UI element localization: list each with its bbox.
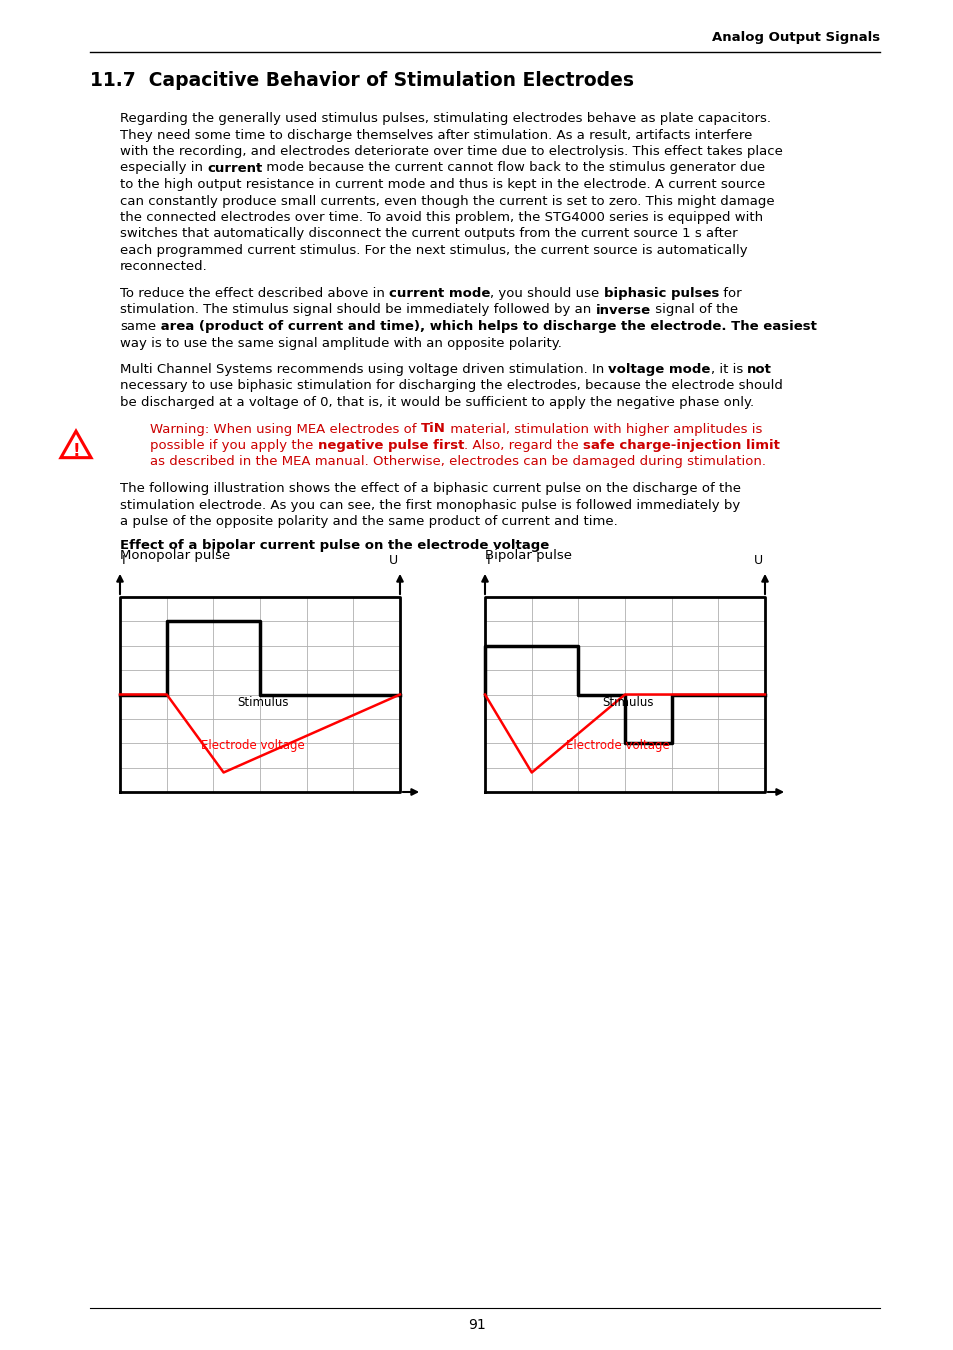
Text: stimulation. The stimulus signal should be immediately followed by an: stimulation. The stimulus signal should … [120,304,595,316]
Text: Bipolar pulse: Bipolar pulse [484,549,572,562]
Text: Monopolar pulse: Monopolar pulse [120,549,230,562]
Text: way is to use the same signal amplitude with an opposite polarity.: way is to use the same signal amplitude … [120,336,561,350]
Text: for: for [719,288,741,300]
Text: voltage mode: voltage mode [608,363,710,377]
Text: I: I [486,554,490,567]
Text: stimulation electrode. As you can see, the first monophasic pulse is followed im: stimulation electrode. As you can see, t… [120,498,740,512]
Text: I: I [122,554,126,567]
Text: Stimulus: Stimulus [602,695,654,709]
Text: Electrode voltage: Electrode voltage [566,738,669,752]
Text: current mode: current mode [389,288,490,300]
Text: . Also, regard the: . Also, regard the [463,439,582,452]
Text: can constantly produce small currents, even though the current is set to zero. T: can constantly produce small currents, e… [120,194,774,208]
Text: current: current [207,162,262,174]
Text: area (product of current and time), which helps to discharge the electrode. The : area (product of current and time), whic… [156,320,816,333]
Text: negative pulse first: negative pulse first [317,439,463,452]
Text: with the recording, and electrodes deteriorate over time due to electrolysis. Th: with the recording, and electrodes deter… [120,144,782,158]
Text: necessary to use biphasic stimulation for discharging the electrodes, because th: necessary to use biphasic stimulation fo… [120,379,782,393]
Text: U: U [389,554,397,567]
Text: be discharged at a voltage of 0, that is, it would be sufficient to apply the ne: be discharged at a voltage of 0, that is… [120,396,753,409]
Text: the connected electrodes over time. To avoid this problem, the STG4000 series is: the connected electrodes over time. To a… [120,211,762,224]
Text: , you should use: , you should use [490,288,603,300]
Text: material, stimulation with higher amplitudes is: material, stimulation with higher amplit… [445,423,761,436]
Text: same: same [120,320,156,333]
Text: not: not [746,363,771,377]
Text: Electrode voltage: Electrode voltage [201,738,305,752]
Text: reconnected.: reconnected. [120,261,208,274]
Text: 91: 91 [468,1318,485,1332]
Text: especially in: especially in [120,162,207,174]
Polygon shape [61,431,91,458]
Text: They need some time to discharge themselves after stimulation. As a result, arti: They need some time to discharge themsel… [120,128,752,142]
Text: To reduce the effect described above in: To reduce the effect described above in [120,288,389,300]
Text: TiN: TiN [420,423,445,436]
Text: a pulse of the opposite polarity and the same product of current and time.: a pulse of the opposite polarity and the… [120,514,618,528]
Text: switches that automatically disconnect the current outputs from the current sour: switches that automatically disconnect t… [120,228,737,240]
Text: possible if you apply the: possible if you apply the [150,439,317,452]
Text: U: U [753,554,762,567]
Text: !: ! [72,443,80,460]
Text: safe charge-injection limit: safe charge-injection limit [582,439,779,452]
Text: , it is: , it is [710,363,746,377]
Text: Regarding the generally used stimulus pulses, stimulating electrodes behave as p: Regarding the generally used stimulus pu… [120,112,770,126]
Text: The following illustration shows the effect of a biphasic current pulse on the d: The following illustration shows the eff… [120,482,740,495]
Text: to the high output resistance in current mode and thus is kept in the electrode.: to the high output resistance in current… [120,178,764,190]
Text: Analog Output Signals: Analog Output Signals [711,31,879,45]
Text: inverse: inverse [595,304,650,316]
Text: mode because the current cannot flow back to the stimulus generator due: mode because the current cannot flow bac… [262,162,765,174]
Text: each programmed current stimulus. For the next stimulus, the current source is a: each programmed current stimulus. For th… [120,244,747,256]
Text: as described in the MEA manual. Otherwise, electrodes can be damaged during stim: as described in the MEA manual. Otherwis… [150,455,765,468]
Text: Warning: When using MEA electrodes of: Warning: When using MEA electrodes of [150,423,420,436]
Text: Effect of a bipolar current pulse on the electrode voltage: Effect of a bipolar current pulse on the… [120,540,549,552]
Text: biphasic pulses: biphasic pulses [603,288,719,300]
Text: Stimulus: Stimulus [237,695,289,709]
Text: 11.7  Capacitive Behavior of Stimulation Electrodes: 11.7 Capacitive Behavior of Stimulation … [90,70,634,89]
Text: Multi Channel Systems recommends using voltage driven stimulation. In: Multi Channel Systems recommends using v… [120,363,608,377]
Text: signal of the: signal of the [650,304,737,316]
